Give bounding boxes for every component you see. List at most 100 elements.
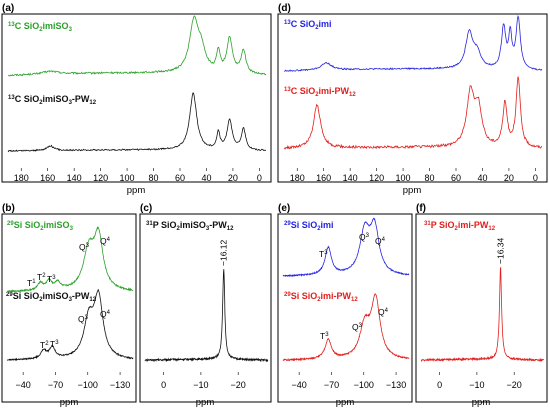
spectrum-trace-f: [420, 266, 545, 363]
spectrum-title-f: 31P SiO2imi-PW12: [424, 220, 496, 232]
x-axis-ticks-a: 180 160 140 120 100 80 60 40 20 0: [14, 168, 262, 183]
peak-annotations-e: T3 Q3 Q4 T3 Q3 Q4: [319, 232, 389, 341]
x-axis-label-b: ppm: [60, 397, 79, 408]
x-tick-label: 160: [40, 173, 55, 183]
x-axis-label-d: ppm: [403, 185, 422, 196]
annotation-T3-b-top: T3: [47, 274, 56, 284]
spectrum-title-c: 31P SiO2imiSO3-PW12: [146, 220, 234, 232]
panel-label-e: (e): [278, 203, 290, 214]
x-tick-label: 60: [175, 173, 185, 183]
x-tick-label: 0: [161, 380, 166, 390]
x-tick-label: 120: [369, 173, 384, 183]
x-tick-label: 140: [343, 173, 358, 183]
annotation-Q4-b-top: Q4: [100, 236, 111, 246]
panel-label-d: (d): [278, 3, 291, 14]
peak-label-c: −16.12: [219, 239, 229, 266]
spectrum-trace-b-bottom: [6, 288, 134, 362]
x-axis-ticks-b: −40 −70 −100 −130: [16, 372, 130, 390]
x-axis-label-f: ppm: [472, 397, 491, 408]
spectrum-title-a-bottom: 13C SiO2imiSO3-PW12: [8, 94, 97, 106]
annotation-Q4-e-top: Q4: [375, 236, 386, 246]
panel-label-b: (b): [2, 203, 15, 214]
spectrum-trace-e-bottom: [282, 293, 410, 362]
spectrum-trace-e-top: [282, 217, 410, 278]
spectrum-trace-d-top: [283, 15, 543, 72]
panel-c: (c) 31P SiO2imiSO3-PW12 −16.12 0 −10 −20 p…: [139, 203, 272, 408]
spectrum-title-e-top: 29Si SiO2imi: [284, 220, 334, 232]
x-tick-label: 180: [14, 173, 29, 183]
x-tick-label: −10: [469, 380, 484, 390]
panel-d: (d) 13C SiO2imi 13C SiO2imi-PW12 180 160 1…: [277, 3, 548, 196]
spectrum-title-a-top: 13C SiO2imiSO3: [8, 21, 73, 33]
panel-label-a: (a): [2, 3, 14, 14]
annotation-Q3-e-top: Q3: [359, 232, 370, 242]
annotation-Q4-e-bottom: Q4: [378, 307, 389, 317]
x-tick-label: 20: [228, 173, 238, 183]
x-axis-label-a: ppm: [127, 185, 146, 196]
x-axis-ticks-d: 180 160 140 120 100 80 60 40 20 0: [290, 168, 538, 183]
x-tick-label: 20: [504, 173, 514, 183]
x-tick-label: −100: [78, 380, 98, 390]
annotation-Q3-b-bottom: Q3: [78, 314, 89, 324]
annotation-T2-b-bottom: T2: [40, 340, 49, 350]
spectrum-trace-a-top: [7, 15, 267, 77]
spectrum-title-b-top: 29Si SiO2imiSO3: [7, 220, 74, 232]
x-axis-ticks-c: 0 −10 −20: [161, 372, 246, 390]
annotation-Q3-e-bottom: Q3: [352, 322, 363, 332]
panel-frame-d: [277, 13, 548, 183]
spectrum-title-d-top: 13C SiO2imi: [284, 19, 332, 31]
spectrum-title-d-bottom: 13C SiO2imi-PW12: [284, 86, 356, 98]
x-tick-label: −130: [110, 380, 130, 390]
x-tick-label: −70: [324, 380, 339, 390]
panel-b: (b) 29Si SiO2imiSO3 29Si SiO2imiSO3-PW12…: [1, 203, 137, 408]
panel-frame-b: [1, 213, 137, 403]
x-tick-label: 160: [316, 173, 331, 183]
spectrum-title-b-bottom: 29Si SiO2imiSO3-PW12: [6, 291, 97, 303]
x-tick-label: 140: [67, 173, 82, 183]
annotation-T2-b-top: T2: [37, 272, 46, 282]
spectrum-trace-d-bottom: [283, 76, 543, 150]
annotation-Q4-b-bottom: Q4: [100, 309, 111, 319]
panel-frame-a: [1, 13, 272, 183]
spectrum-trace-b-top: [6, 226, 134, 293]
x-tick-label: 100: [396, 173, 411, 183]
x-tick-label: 60: [451, 173, 461, 183]
x-tick-label: 180: [290, 173, 305, 183]
annotation-T1-b-top: T1: [27, 278, 36, 288]
x-tick-label: −10: [193, 380, 208, 390]
annotation-T3-e-bottom: T3: [320, 331, 329, 341]
x-axis-ticks-f: 0 −10 −20: [437, 372, 522, 390]
x-tick-label: −130: [386, 380, 406, 390]
x-tick-label: −100: [354, 380, 374, 390]
x-tick-label: 100: [120, 173, 135, 183]
annotation-T3-e-top: T3: [319, 249, 328, 259]
x-tick-label: 0: [257, 173, 262, 183]
x-tick-label: −20: [507, 380, 522, 390]
spectrum-trace-a-bottom: [7, 92, 266, 153]
panel-e: (e) 29Si SiO2imi 29Si SiO2imi-PW12 T3 Q3…: [277, 203, 413, 408]
x-tick-label: 80: [425, 173, 435, 183]
x-tick-label: −20: [231, 380, 246, 390]
x-axis-label-e: ppm: [336, 397, 355, 408]
x-tick-label: −40: [16, 380, 31, 390]
panel-a: (a) 13C SiO2imiSO3 13C SiO2imiSO3-PW12 1…: [1, 3, 272, 196]
spectrum-title-e-bottom: 29Si SiO2imi-PW12: [284, 291, 358, 303]
panel-frame-c: [139, 213, 272, 403]
x-axis-ticks-e: −40 −70 −100 −130: [292, 372, 406, 390]
panel-frame-f: [415, 213, 548, 403]
x-tick-label: 0: [533, 173, 538, 183]
panel-label-c: (c): [140, 203, 152, 214]
x-tick-label: 40: [477, 173, 487, 183]
spectrum-trace-c: [144, 269, 269, 363]
x-tick-label: 0: [437, 380, 442, 390]
peak-annotations-b: T1 T2 T3 Q3 Q4 T2 T3 Q3 Q4: [27, 236, 111, 350]
x-axis-label-c: ppm: [196, 397, 215, 408]
annotation-Q3-b-top: Q3: [79, 242, 90, 252]
x-tick-label: 40: [201, 173, 211, 183]
x-tick-label: −70: [48, 380, 63, 390]
panel-label-f: (f): [416, 203, 426, 214]
annotation-T3-b-bottom: T3: [50, 339, 59, 349]
x-tick-label: 120: [93, 173, 108, 183]
peak-label-f: −16.34: [496, 237, 506, 264]
